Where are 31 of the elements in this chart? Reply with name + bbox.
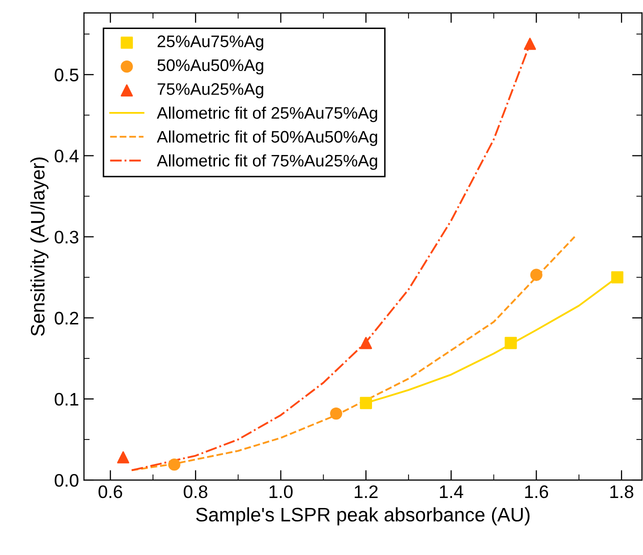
x-tick-label: 1.8 bbox=[610, 485, 634, 498]
legend-label: 25%Au75%Ag bbox=[158, 35, 264, 51]
point bbox=[360, 396, 372, 410]
y-tick-label: 0.1 bbox=[54, 392, 78, 406]
point bbox=[611, 271, 624, 284]
legend-label: Allometric fit of 50%Au50%Ag bbox=[156, 130, 378, 146]
x-tick-label: 0.8 bbox=[184, 485, 208, 498]
legend-label: 50%Au50%Ag bbox=[157, 59, 264, 74]
x-tick-label: 0.6 bbox=[98, 485, 122, 498]
legend-label: 75%Au25%Ag bbox=[158, 83, 264, 98]
point bbox=[530, 268, 542, 281]
point bbox=[330, 407, 342, 420]
y-tick-label: 0.0 bbox=[54, 474, 78, 487]
point bbox=[360, 336, 372, 350]
point bbox=[524, 38, 536, 50]
line-series bbox=[130, 236, 576, 472]
point bbox=[117, 451, 130, 464]
x-tick-label: 1.2 bbox=[354, 485, 378, 498]
y-tick-label: 0.4 bbox=[54, 150, 79, 162]
point bbox=[168, 458, 180, 471]
y-axis-title: Sensitivity (AU/layer) bbox=[30, 157, 48, 336]
legend-label: Allometric fit of 75%Au25%Ag bbox=[156, 154, 378, 170]
x-axis-title: Sample's LSPR peak absorbance (AU) bbox=[196, 507, 530, 526]
point bbox=[504, 336, 517, 350]
y-tick-label: 0.5 bbox=[54, 68, 78, 82]
y-tick-label: 0.2 bbox=[54, 312, 78, 325]
x-tick-label: 1.6 bbox=[525, 485, 548, 498]
x-tick-label: 1.0 bbox=[270, 485, 293, 498]
legend-label: Allometric fit of 25%Au75%Ag bbox=[156, 106, 378, 122]
y-tick-label: 0.3 bbox=[54, 230, 78, 244]
x-tick-label: 1.4 bbox=[440, 486, 464, 498]
